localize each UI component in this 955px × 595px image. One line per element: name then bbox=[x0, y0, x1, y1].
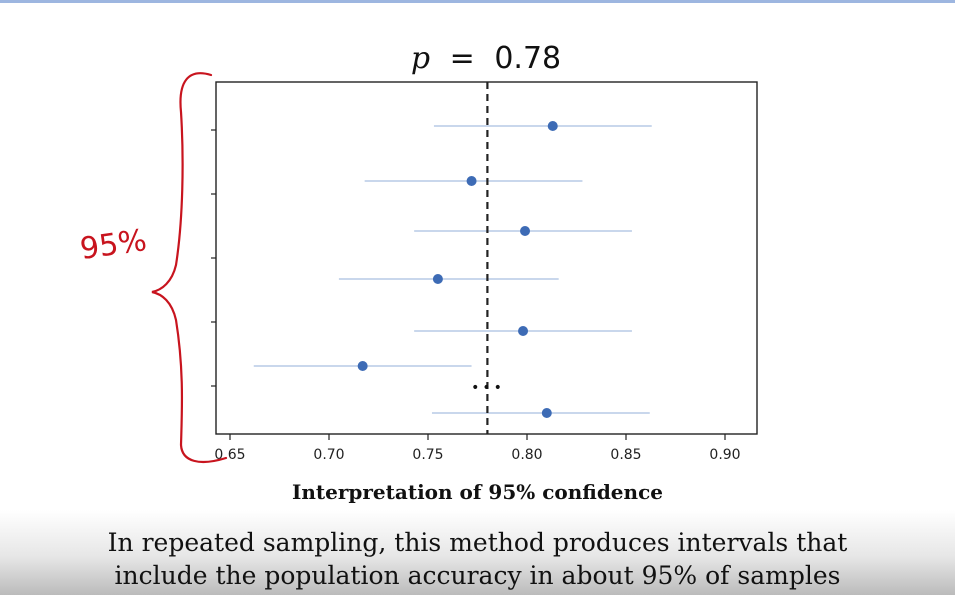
ellipsis-dots: ••• bbox=[471, 380, 505, 396]
x-tick-label: 0.70 bbox=[313, 447, 344, 463]
interval-point bbox=[520, 226, 531, 236]
interval-point bbox=[466, 176, 477, 186]
chart-x-label: Interpretation of 95% confidence bbox=[292, 480, 663, 504]
x-tick-label: 0.75 bbox=[412, 447, 443, 463]
x-tick-label: 0.85 bbox=[610, 447, 641, 463]
caption-line-2: include the population accuracy in about… bbox=[114, 561, 841, 590]
interval-point bbox=[357, 361, 368, 371]
interval-point bbox=[518, 326, 529, 336]
x-axis: 0.65 0.70 0.75 0.80 0.85 0.90 bbox=[214, 434, 741, 463]
interval-series bbox=[253, 121, 652, 418]
caption-text: In repeated sampling, this method produc… bbox=[0, 526, 955, 592]
curly-brace-annotation bbox=[151, 72, 228, 463]
slide-top-accent-bar bbox=[0, 0, 955, 3]
chart-title-value: 0.78 bbox=[494, 41, 561, 76]
bottom-gradient-overlay bbox=[0, 510, 955, 595]
interval-point bbox=[541, 408, 552, 418]
chart-title-equals: = bbox=[450, 41, 475, 76]
interval-point bbox=[547, 121, 558, 131]
interval-point bbox=[432, 274, 443, 284]
chart-title: p = 0.78 bbox=[411, 41, 561, 76]
x-tick-label: 0.90 bbox=[709, 447, 740, 463]
x-tick-label: 0.80 bbox=[511, 447, 542, 463]
handwritten-95-percent: 95% bbox=[78, 223, 149, 267]
y-axis-ticks bbox=[211, 129, 216, 387]
caption-line-1: In repeated sampling, this method produc… bbox=[107, 528, 848, 557]
chart-title-variable: p bbox=[411, 41, 430, 76]
